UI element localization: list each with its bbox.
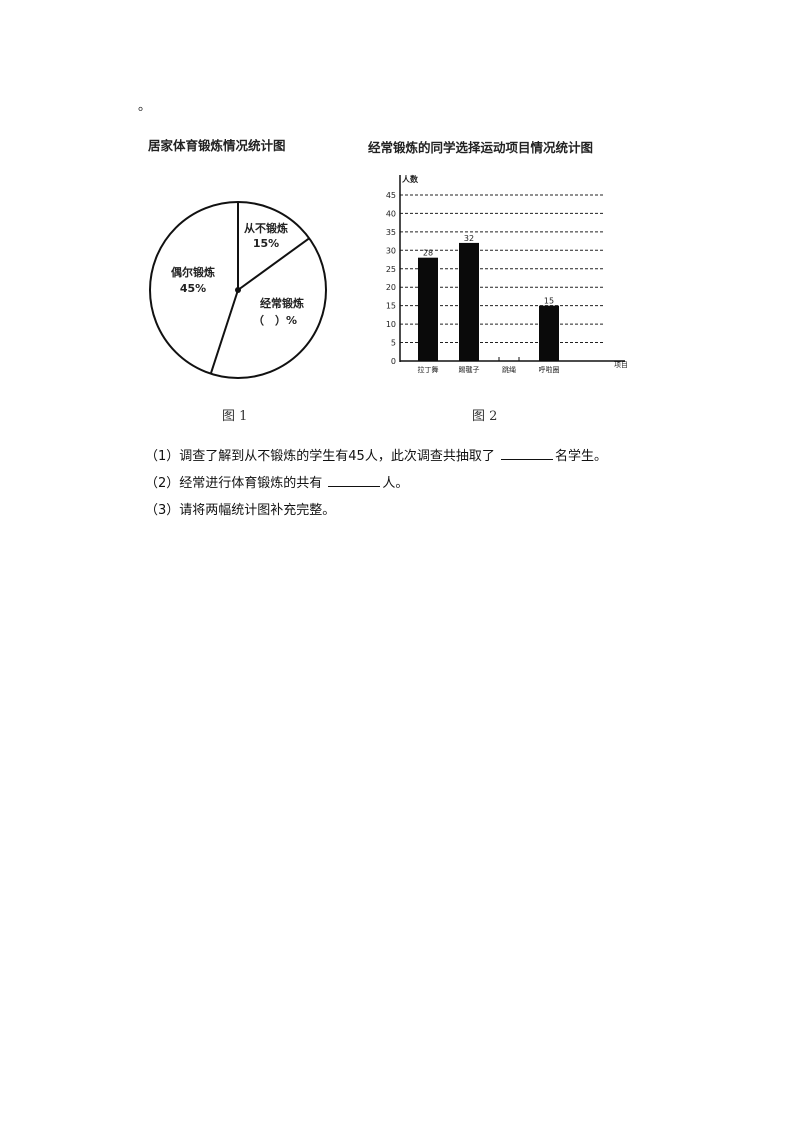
question-2: （2）经常进行体育锻炼的共有 人。 — [145, 472, 408, 491]
y-tick-label: 45 — [386, 191, 396, 200]
question-1-text: （1）调查了解到从不锻炼的学生有45人，此次调查共抽取了 — [145, 449, 499, 464]
y-tick-label: 0 — [391, 357, 396, 366]
pie-slice-label: 经常锻炼 — [260, 296, 304, 310]
y-tick-label: 10 — [386, 320, 396, 329]
bar — [418, 257, 438, 361]
question-1: （1）调查了解到从不锻炼的学生有45人，此次调查共抽取了 名学生。 — [145, 445, 607, 464]
charts-svg: 从不锻炼 15% 经常锻炼 （ ）% 偶尔锻炼 45% 0 5 10 15 20 25 30 35 40 4… — [149, 174, 628, 379]
bar-data-label: 15 — [544, 297, 554, 306]
pie-chart: 从不锻炼 15% 经常锻炼 （ ）% 偶尔锻炼 45% — [149, 201, 327, 379]
lead-mark: 。 — [138, 99, 152, 114]
x-tick-label: 呼啦圈 — [539, 365, 560, 374]
x-axis-label: 项目 — [614, 361, 628, 369]
figure-2-caption: 图 2 — [472, 409, 498, 424]
y-tick-label: 30 — [386, 246, 396, 255]
y-tick-label: 40 — [386, 209, 396, 218]
question-1-suffix: 名学生。 — [554, 449, 607, 464]
pie-slice-value: 15% — [253, 237, 279, 250]
pie-slice-value: 45% — [180, 282, 206, 295]
pie-slice-label: 从不锻炼 — [244, 221, 288, 235]
bar-data-label: 32 — [464, 234, 474, 243]
x-tick-label: 跳绳 — [502, 365, 516, 374]
pie-slice-value: （ ）% — [253, 314, 297, 327]
question-2-text: （2）经常进行体育锻炼的共有 — [145, 476, 327, 491]
answer-blank-1[interactable] — [500, 447, 553, 460]
x-tick-label: 拉丁舞 — [418, 365, 439, 374]
x-tick-label: 踢毽子 — [459, 365, 480, 374]
pie-slice-divider — [237, 237, 310, 291]
y-tick-label: 35 — [386, 228, 396, 237]
y-tick-label: 15 — [386, 302, 396, 311]
bar — [459, 242, 479, 361]
bar-data-label: 28 — [423, 249, 433, 258]
pie-slice-divider — [209, 289, 239, 375]
pie-center-dot — [235, 287, 241, 293]
figure-1-caption: 图 1 — [222, 409, 248, 424]
y-axis-label: 人数 — [402, 174, 419, 184]
question-3: （3）请将两幅统计图补充完整。 — [145, 503, 336, 518]
bar — [539, 305, 559, 361]
y-tick-label: 20 — [386, 283, 396, 292]
pie-slice-label: 偶尔锻炼 — [171, 265, 215, 279]
answer-blank-2[interactable] — [328, 474, 381, 487]
bar-chart-title: 经常锻炼的同学选择运动项目情况统计图 — [368, 140, 594, 155]
pie-chart-title: 居家体育锻炼情况统计图 — [148, 138, 286, 153]
y-tick-label: 25 — [386, 265, 396, 274]
y-tick-label: 5 — [391, 339, 396, 348]
question-2-suffix: 人。 — [382, 476, 409, 491]
